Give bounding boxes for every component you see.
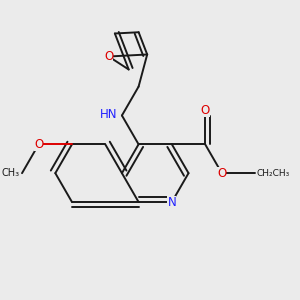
Text: CH₂CH₃: CH₂CH₃ [256,169,290,178]
Text: O: O [200,104,210,117]
Text: O: O [104,50,113,63]
Text: N: N [167,196,176,208]
Text: HN: HN [100,107,118,121]
Text: CH₃: CH₃ [1,168,19,178]
Text: O: O [34,138,43,151]
Text: O: O [217,167,226,180]
